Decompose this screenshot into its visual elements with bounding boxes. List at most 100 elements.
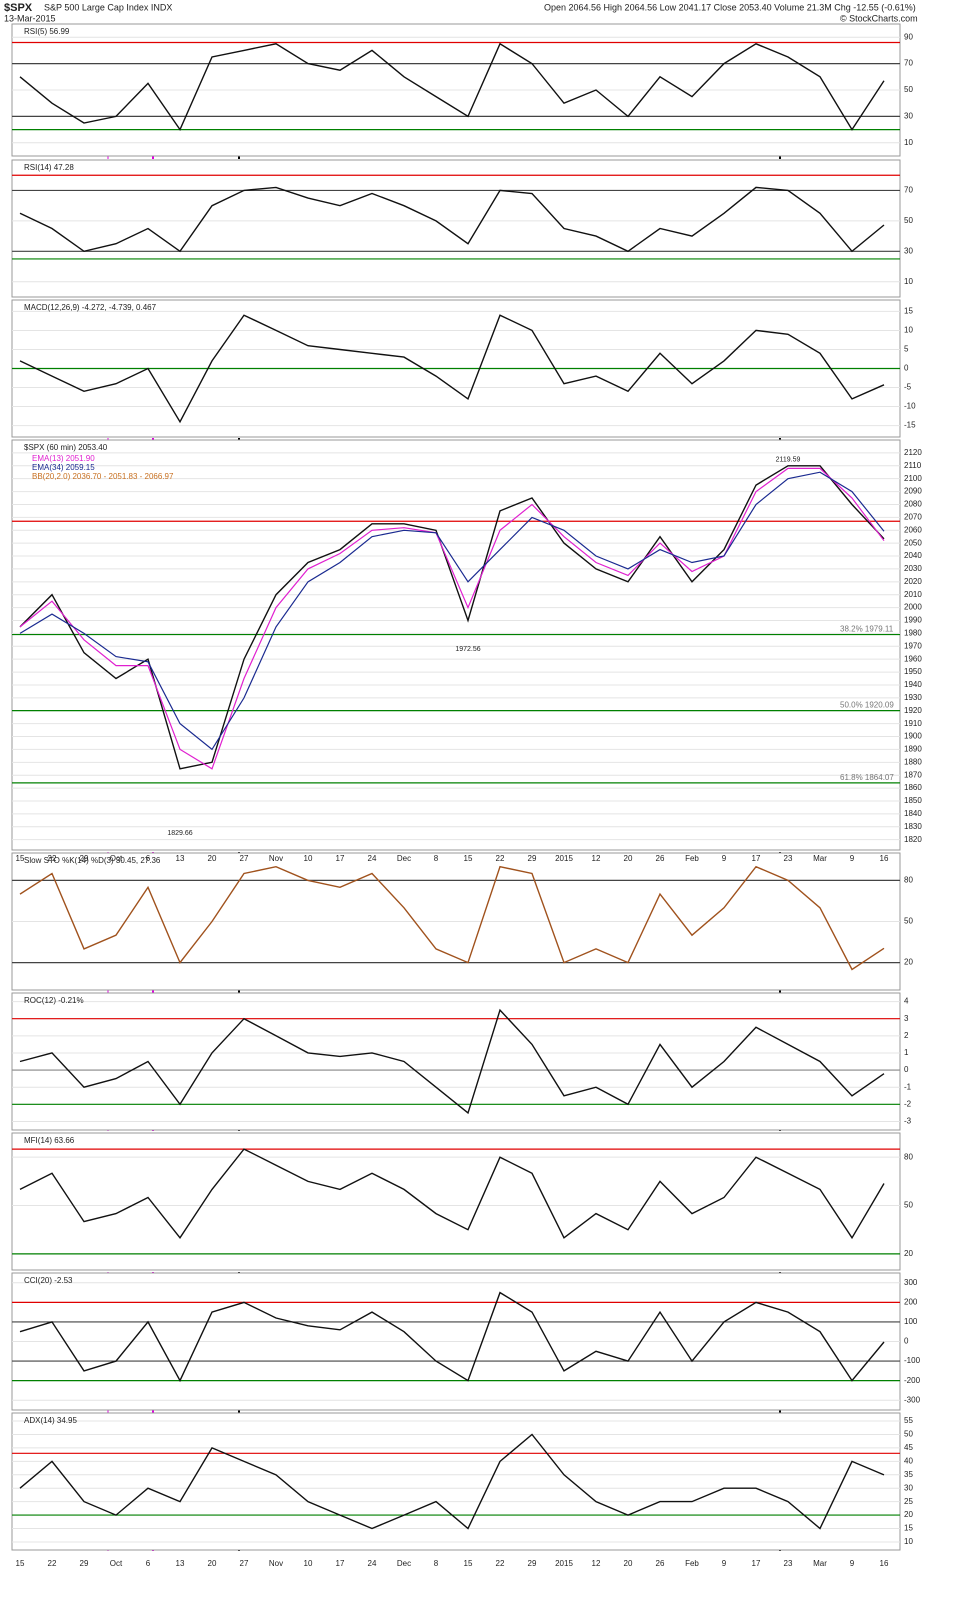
x-tick-label: 6 (146, 854, 151, 863)
x-tick-label: 20 (208, 1559, 217, 1568)
y-tick-label: 1920 (904, 706, 922, 715)
y-tick-label: 5 (904, 345, 909, 354)
y-tick-label: 30 (904, 112, 913, 121)
x-tick-label: 8 (434, 1559, 439, 1568)
y-tick-label: 100 (904, 1317, 918, 1326)
x-tick-label: 17 (752, 854, 761, 863)
y-tick-label: 80 (904, 876, 913, 885)
panel (11, 159, 901, 298)
y-tick-label: -300 (904, 1395, 921, 1404)
x-tick-label: 12 (592, 1559, 601, 1568)
x-tick-label: 27 (240, 1559, 249, 1568)
x-tick-label: 17 (336, 1559, 345, 1568)
x-tick-label: 29 (528, 1559, 537, 1568)
y-tick-label: 1870 (904, 770, 922, 779)
y-tick-label: 2020 (904, 577, 922, 586)
y-tick-label: 1930 (904, 693, 922, 702)
y-tick-label: 20 (904, 958, 913, 967)
x-tick-label: Oct (110, 1559, 123, 1568)
y-tick-label: 2100 (904, 474, 922, 483)
x-tick-label: 22 (48, 854, 57, 863)
y-tick-label: 50 (904, 85, 913, 94)
series-line (19, 42, 885, 132)
panel-title: ADX(14) 34.95 (24, 1416, 77, 1425)
panel (11, 1132, 901, 1271)
x-tick-label: 20 (624, 854, 633, 863)
x-tick-label: 16 (880, 1559, 889, 1568)
x-tick-label: 17 (752, 1559, 761, 1568)
x-tick-label: 29 (80, 1559, 89, 1568)
y-tick-label: 70 (904, 186, 913, 195)
y-tick-label: 2040 (904, 551, 922, 560)
x-tick-label: 20 (624, 1559, 633, 1568)
x-tick-label: 8 (434, 854, 439, 863)
panel (11, 992, 901, 1131)
y-tick-label: 50 (904, 216, 913, 225)
x-tick-label: 9 (850, 1559, 855, 1568)
y-tick-label: 1910 (904, 719, 922, 728)
y-tick-label: 1980 (904, 629, 922, 638)
y-tick-label: 50 (904, 917, 913, 926)
x-tick-label: 15 (16, 1559, 25, 1568)
x-tick-label: 9 (850, 854, 855, 863)
y-tick-label: 1950 (904, 667, 922, 676)
y-tick-label: 10 (904, 1537, 913, 1546)
x-tick-label: 24 (368, 854, 377, 863)
x-tick-label: 24 (368, 1559, 377, 1568)
y-tick-label: 0 (904, 364, 909, 373)
y-tick-label: 2050 (904, 538, 922, 547)
y-tick-label: 1880 (904, 757, 922, 766)
x-tick-label: 2015 (555, 854, 573, 863)
x-tick-label: 15 (464, 1559, 473, 1568)
y-tick-label: 15 (904, 1524, 913, 1533)
y-tick-label: 1840 (904, 809, 922, 818)
y-tick-label: 2080 (904, 500, 922, 509)
y-tick-label: 2 (904, 1031, 909, 1040)
y-tick-label: 1860 (904, 783, 922, 792)
panel-title: Slow STO %K(14) %D(3) 30.45, 27.36 (24, 856, 161, 865)
series-line (19, 865, 885, 971)
y-tick-label: 0 (904, 1065, 909, 1074)
panel-title: RSI(14) 47.28 (24, 163, 74, 172)
x-tick-label: 22 (48, 1559, 57, 1568)
x-tick-label: Mar (813, 1559, 827, 1568)
series-line (19, 1433, 885, 1530)
y-tick-label: 20 (904, 1249, 913, 1258)
panel-title: ROC(12) -0.21% (24, 996, 84, 1005)
x-tick-label: 22 (496, 854, 505, 863)
legend-entry: EMA(34) 2059.15 (32, 463, 95, 472)
y-tick-label: 2090 (904, 487, 922, 496)
panel-title: $SPX (60 min) 2053.40 (24, 443, 108, 452)
y-tick-label: 10 (904, 277, 913, 286)
y-tick-label: 1960 (904, 654, 922, 663)
y-tick-label: -2 (904, 1099, 912, 1108)
legend-entry: EMA(13) 2051.90 (32, 454, 95, 463)
reference-label: 38.2% 1979.11 (840, 625, 894, 634)
y-tick-label: 40 (904, 1456, 913, 1465)
x-tick-label: 12 (592, 854, 601, 863)
series-line (19, 314, 885, 424)
panel (11, 439, 901, 851)
y-tick-label: 1970 (904, 641, 922, 650)
symbol-name: S&P 500 Large Cap Index INDX (44, 2, 172, 12)
x-tick-label: Oct (110, 854, 123, 863)
y-tick-label: 1820 (904, 835, 922, 844)
x-tick-label: 2015 (555, 1559, 573, 1568)
x-tick-label: 26 (656, 1559, 665, 1568)
reference-label: 50.0% 1920.09 (840, 701, 894, 710)
x-tick-label: Feb (685, 1559, 699, 1568)
y-tick-label: 2030 (904, 564, 922, 573)
y-tick-label: 0 (904, 1337, 909, 1346)
y-tick-label: 90 (904, 32, 913, 41)
y-tick-label: -15 (904, 421, 916, 430)
series-line (19, 467, 885, 770)
y-tick-label: 10 (904, 138, 913, 147)
symbol: $SPX (4, 2, 33, 14)
panel-title: RSI(5) 56.99 (24, 27, 70, 36)
y-tick-label: 45 (904, 1443, 913, 1452)
y-tick-label: 10 (904, 326, 913, 335)
x-tick-label: 23 (784, 1559, 793, 1568)
date: 13-Mar-2015 (4, 13, 56, 23)
y-tick-label: 50 (904, 1201, 913, 1210)
y-tick-label: 4 (904, 997, 909, 1006)
